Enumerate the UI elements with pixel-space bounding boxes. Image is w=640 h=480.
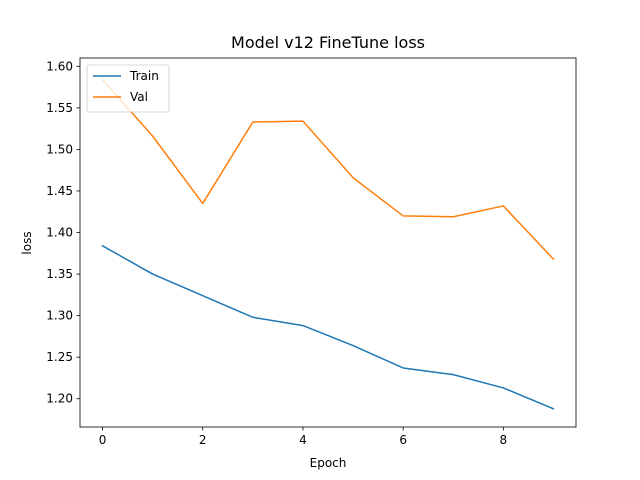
series-line-train (101, 244, 555, 410)
y-axis-ticks: 1.20 1.25 1.30 1.35 1.40 1.45 1.50 1.55 1.60 (46, 59, 80, 406)
y-tick-label: 1.40 (46, 226, 73, 240)
y-tick-label: 1.25 (46, 350, 73, 364)
y-tick-label: 1.60 (46, 59, 73, 73)
y-tick-label: 1.45 (46, 184, 73, 198)
y-tick-label: 1.30 (46, 309, 73, 323)
legend-label-train: Train (129, 69, 159, 83)
x-tick-label: 0 (99, 433, 107, 447)
series-line-val (101, 78, 555, 261)
y-tick-label: 1.35 (46, 267, 73, 281)
y-tick-label: 1.55 (46, 101, 73, 115)
chart-title: Model v12 FineTune loss (231, 33, 425, 52)
x-axis-ticks: 0 2 4 6 8 (99, 427, 507, 447)
y-tick-label: 1.50 (46, 142, 73, 156)
y-axis-label: loss (20, 231, 34, 254)
axes-frame (79, 57, 577, 428)
x-axis-label: Epoch (310, 456, 347, 470)
legend-label-val: Val (130, 90, 148, 104)
x-tick-label: 6 (399, 433, 407, 447)
y-tick-label: 1.20 (46, 392, 73, 406)
series-layer (101, 78, 555, 410)
plot-area (79, 57, 577, 428)
x-tick-label: 8 (500, 433, 508, 447)
legend: Train Val (86, 64, 170, 113)
x-tick-label: 2 (199, 433, 207, 447)
x-tick-label: 4 (299, 433, 307, 447)
